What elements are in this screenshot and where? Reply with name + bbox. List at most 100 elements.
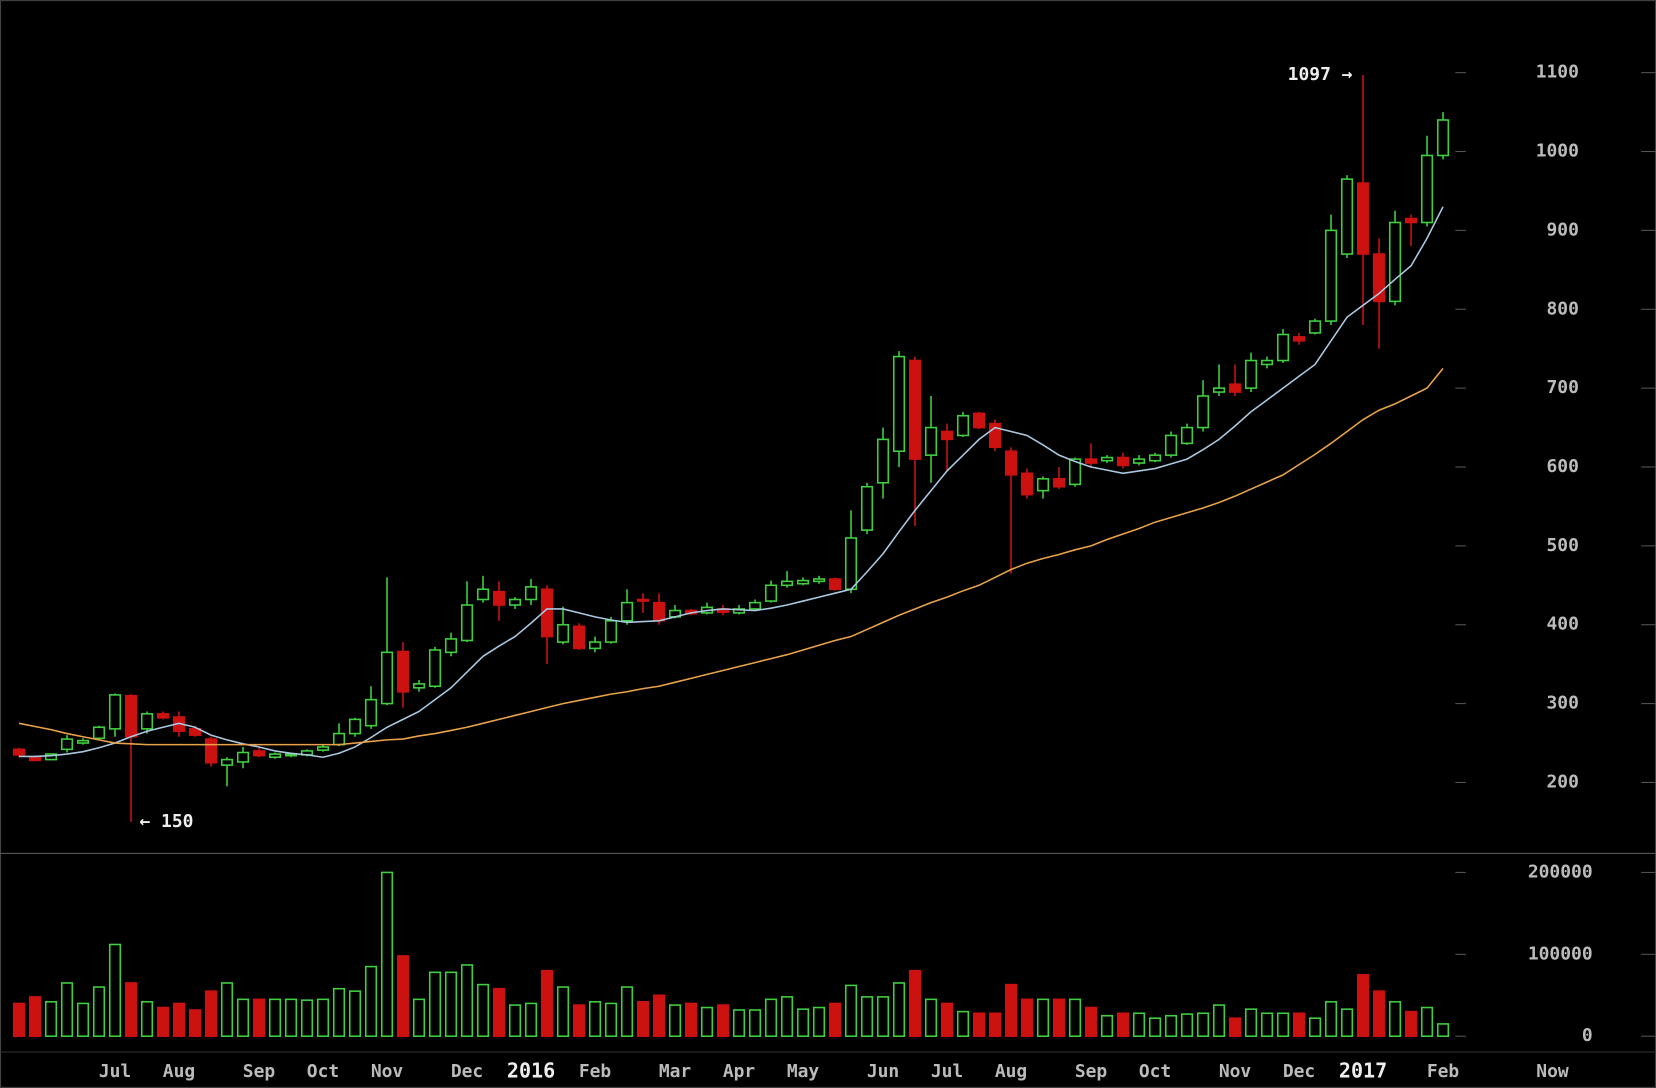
volume-bar — [60, 982, 74, 1037]
volume-bar — [140, 1001, 154, 1037]
candle-body — [1324, 229, 1338, 322]
candle-body — [380, 651, 394, 705]
volume-bar — [588, 1001, 602, 1037]
volume-bar — [1356, 973, 1370, 1037]
candle-body — [652, 601, 666, 622]
volume-bar — [1324, 1001, 1338, 1037]
candle-body — [812, 578, 826, 583]
candle-body — [940, 430, 954, 441]
y-tick-label: 500 — [1546, 535, 1578, 556]
candle-body — [1356, 182, 1370, 255]
volume-bar — [620, 986, 634, 1037]
y-tick-label: 600 — [1546, 456, 1578, 477]
x-tick-label: Dec — [1283, 1061, 1315, 1082]
volume-bar — [1036, 998, 1050, 1037]
candle-body — [124, 694, 138, 738]
volume-bar — [1260, 1012, 1274, 1037]
candle-body — [1036, 478, 1050, 492]
candle-body — [1436, 119, 1450, 157]
candle-body — [364, 698, 378, 727]
volume-bar — [748, 1009, 762, 1037]
candle-body — [956, 414, 970, 437]
y-tick-label: 800 — [1546, 298, 1578, 319]
candle-body — [220, 758, 234, 766]
volume-bar — [716, 1004, 730, 1037]
volume-bar — [1292, 1012, 1306, 1037]
volume-bar — [380, 871, 394, 1037]
candle-body — [492, 590, 506, 606]
candle-body — [12, 748, 26, 756]
volume-bar — [732, 1009, 746, 1037]
volume-bar — [1052, 998, 1066, 1037]
volume-bar — [764, 998, 778, 1037]
volume-bar — [780, 996, 794, 1037]
candle-body — [524, 586, 538, 601]
candle-body — [1180, 426, 1194, 445]
candle-body — [1244, 359, 1258, 389]
volume-bar — [172, 1002, 186, 1037]
volume-bar — [1100, 1014, 1114, 1037]
volume-bar — [1020, 998, 1034, 1037]
candle-body — [1084, 458, 1098, 464]
x-tick-label: 2016 — [507, 1059, 555, 1083]
volume-bar — [636, 1001, 650, 1037]
candle-body — [156, 713, 170, 719]
candle-body — [1308, 320, 1322, 334]
x-tick-label: May — [787, 1061, 820, 1082]
y-tick-label: 700 — [1546, 377, 1578, 398]
volume-bar — [316, 998, 330, 1037]
candle-body — [204, 738, 218, 764]
volume-bar — [556, 986, 570, 1037]
candle-body — [1148, 454, 1162, 462]
annotation: ← 150 — [139, 811, 193, 832]
volume-bar — [988, 1012, 1002, 1037]
candle-body — [412, 683, 426, 689]
y-tick-label: 900 — [1546, 219, 1578, 240]
x-tick-label: Apr — [723, 1061, 756, 1082]
candle-body — [844, 537, 858, 591]
volume-bar — [812, 1006, 826, 1037]
volume-bar — [1116, 1012, 1130, 1037]
volume-bar — [1148, 1017, 1162, 1037]
volume-bar — [540, 969, 554, 1037]
x-tick-label: Sep — [243, 1061, 276, 1082]
y-tick-label: 400 — [1546, 614, 1578, 635]
now-label: Now — [1536, 1061, 1569, 1082]
volume-bar — [1372, 990, 1386, 1037]
candle-body — [1276, 333, 1290, 362]
volume-bar — [108, 943, 122, 1037]
candle-body — [1004, 450, 1018, 476]
y-tick-label: 1100 — [1536, 62, 1579, 83]
candle-body — [988, 422, 1002, 449]
y-tick-label: 1000 — [1536, 141, 1579, 162]
volume-bar — [508, 1004, 522, 1037]
volume-bar — [1436, 1023, 1450, 1037]
volume-bar — [252, 998, 266, 1037]
volume-tick-label: 200000 — [1528, 861, 1593, 882]
volume-bar — [1340, 1008, 1354, 1037]
candle-body — [1068, 458, 1082, 486]
candle-body — [92, 726, 106, 740]
volume-tick-label: 100000 — [1528, 943, 1593, 964]
volume-bar — [924, 998, 938, 1037]
candle-body — [556, 623, 570, 643]
candle-body — [924, 426, 938, 456]
volume-bar — [156, 1006, 170, 1037]
candle-body — [188, 728, 202, 736]
candle-body — [1340, 178, 1354, 255]
candle-body — [60, 738, 74, 751]
volume-bar — [524, 1002, 538, 1037]
candle-body — [76, 739, 90, 744]
volume-bar — [844, 984, 858, 1037]
volume-bar — [44, 1001, 58, 1037]
x-tick-label: Jul — [99, 1061, 131, 1082]
volume-bar — [76, 1002, 90, 1037]
x-tick-label: Aug — [995, 1061, 1027, 1082]
volume-bar — [956, 1010, 970, 1037]
volume-bar — [1196, 1012, 1210, 1037]
volume-bar — [1180, 1013, 1194, 1037]
candle-body — [828, 578, 842, 591]
candle-body — [1212, 387, 1226, 393]
candle-body — [1132, 458, 1146, 464]
volume-bar — [92, 986, 106, 1037]
